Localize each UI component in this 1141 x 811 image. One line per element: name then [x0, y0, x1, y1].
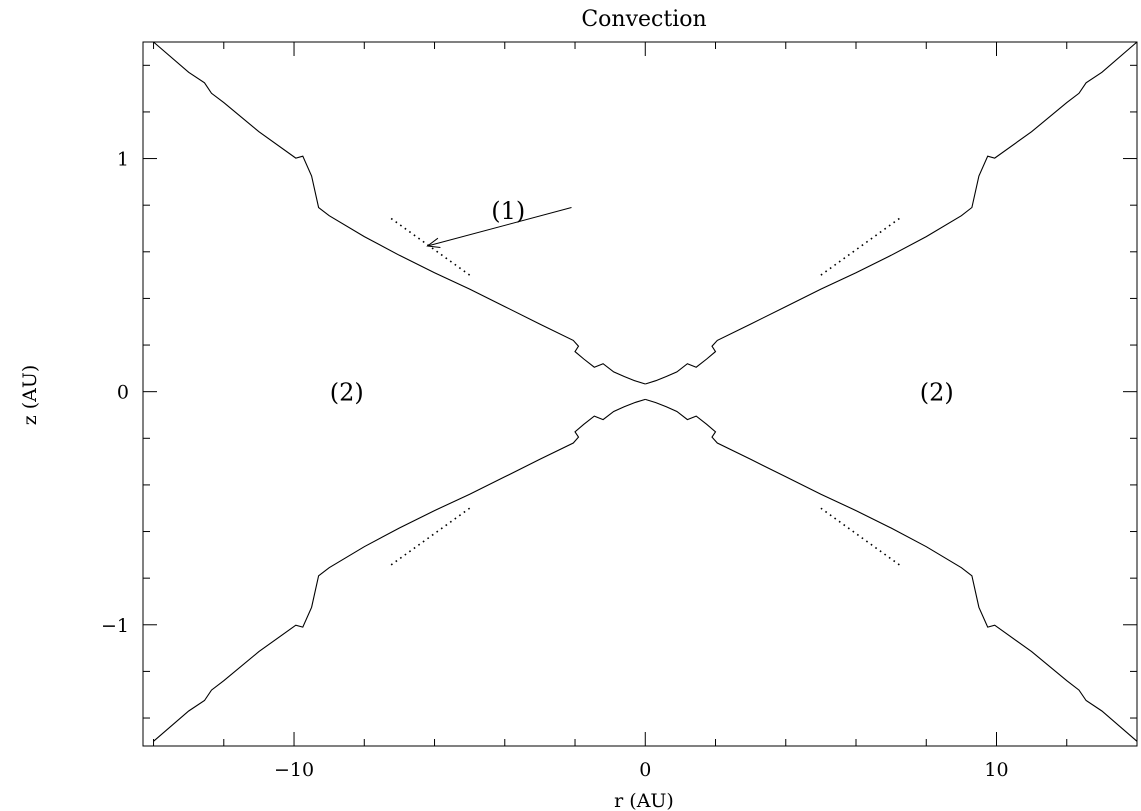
boundary-lower-left [153, 398, 646, 742]
x-tick-label: 0 [639, 759, 651, 781]
y-tick-label: −1 [101, 615, 129, 637]
chart-title: Convection [581, 7, 706, 32]
annotations: (1) (2) (2) [330, 197, 954, 407]
boundary-upper-left [153, 41, 646, 385]
axis-ticks [143, 42, 1138, 746]
arrow-line [427, 207, 572, 247]
x-tick-label: −10 [274, 759, 314, 781]
boundary-curves [153, 41, 1138, 742]
annotation-label: (2) [330, 379, 364, 407]
y-tick-label: 0 [117, 382, 129, 404]
plot-frame [142, 41, 1138, 747]
boundary-lower-right [645, 398, 1138, 742]
annotation-label: (1) [491, 197, 525, 225]
dotted-segment [820, 216, 903, 276]
x-tick-label: 10 [984, 759, 1008, 781]
dotted-segment [388, 507, 471, 568]
y-axis-label: z (AU) [19, 365, 41, 426]
arrow-head [426, 237, 441, 249]
dotted-segment [820, 507, 903, 568]
dotted-segments [388, 216, 903, 568]
y-tick-label: 1 [117, 149, 129, 171]
annotation-label: (2) [920, 379, 954, 407]
x-axis-label: r (AU) [614, 790, 674, 811]
boundary-upper-right [645, 41, 1138, 385]
